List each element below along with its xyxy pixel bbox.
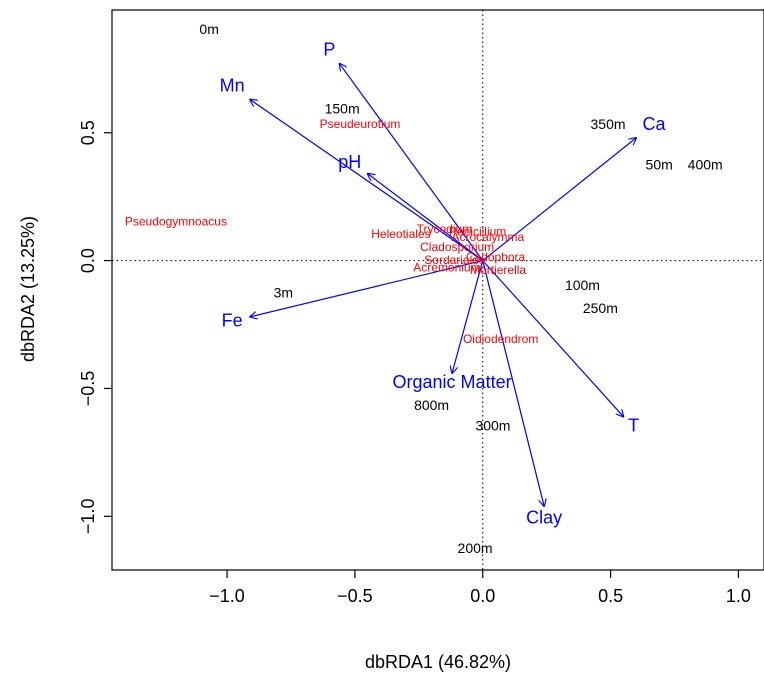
env-vector-label: P <box>323 40 335 60</box>
env-vector-label: Mn <box>220 75 245 95</box>
site-label: 200m <box>458 540 493 556</box>
env-vector-label: Clay <box>526 508 562 528</box>
species-label: Trycodium <box>417 222 473 236</box>
site-label: 300m <box>475 418 510 434</box>
x-tick-label: 0.5 <box>598 586 623 606</box>
env-vector-organic-matter <box>452 260 484 374</box>
site-label: 250m <box>583 300 618 316</box>
site-label: 50m <box>646 157 673 173</box>
species-label: Heleotiales <box>371 227 430 241</box>
species-label: Cadophora <box>466 250 526 264</box>
env-vector-label: T <box>628 416 639 436</box>
species-label: Cladosporium <box>420 240 494 254</box>
env-vector-label: Ca <box>643 114 667 134</box>
env-vector-ca <box>482 138 636 262</box>
environment-vectors: P Mn Ca pH Fe Organic Matter T Clay <box>220 40 667 528</box>
env-vector-fe <box>250 260 483 317</box>
species-label: Acrocalymma <box>452 230 525 244</box>
x-tick-label: 0.0 <box>470 586 495 606</box>
site-labels: 0m 150m 350m 50m 400m 100m 250m 3m 800m 300m 200m <box>199 21 722 556</box>
x-tick-label: 1.0 <box>726 586 751 606</box>
site-label: 100m <box>565 277 600 293</box>
species-label: Acremonium <box>413 260 480 274</box>
site-label: 350m <box>591 116 626 132</box>
x-axis-title: dbRDA1 (46.82%) <box>365 652 511 672</box>
species-label: Sordariales <box>424 253 485 267</box>
y-tick-label: 0.0 <box>78 248 98 273</box>
site-label: 3m <box>274 285 293 301</box>
site-label: 0m <box>199 21 218 37</box>
env-vector-label: pH <box>338 152 361 172</box>
x-tick-label: −0.5 <box>337 586 373 606</box>
env-vector-t <box>482 260 624 417</box>
env-vector-label: Fe <box>222 311 243 331</box>
env-vector-p <box>340 64 484 261</box>
env-vector-clay <box>482 260 544 506</box>
site-label: 400m <box>688 157 723 173</box>
y-tick-label: 0.5 <box>78 120 98 145</box>
site-label: 800m <box>414 397 449 413</box>
y-tick-label: −1.0 <box>78 499 98 535</box>
y-axis-title: dbRDA2 (13.25%) <box>18 216 38 362</box>
zero-reference-lines <box>112 10 764 570</box>
env-vector-ph <box>368 174 484 262</box>
axes <box>111 9 764 571</box>
plot-frame <box>111 9 764 571</box>
species-labels: Pseudeurotium Pseudogymnoacus HeleotialesT… <box>125 117 538 346</box>
species-label: Mortierella <box>470 263 526 277</box>
y-tick-label: −0.5 <box>78 371 98 407</box>
species-label: Penicillium <box>449 225 506 239</box>
axis-titles: dbRDA1 (46.82%) dbRDA2 (13.25%) <box>18 216 511 672</box>
x-tick-label: −1.0 <box>209 586 245 606</box>
env-vector-label: Organic Matter <box>393 372 512 392</box>
species-label: Pseudeurotium <box>320 117 401 131</box>
species-label: Oidiodendrom <box>463 332 538 346</box>
species-label: Pseudogymnoacus <box>125 214 227 228</box>
site-label: 150m <box>325 100 360 116</box>
axis-ticks: −1.0 −0.5 0.0 0.5 1.0 −1.0 −0.5 0.0 0.5 <box>78 120 751 606</box>
